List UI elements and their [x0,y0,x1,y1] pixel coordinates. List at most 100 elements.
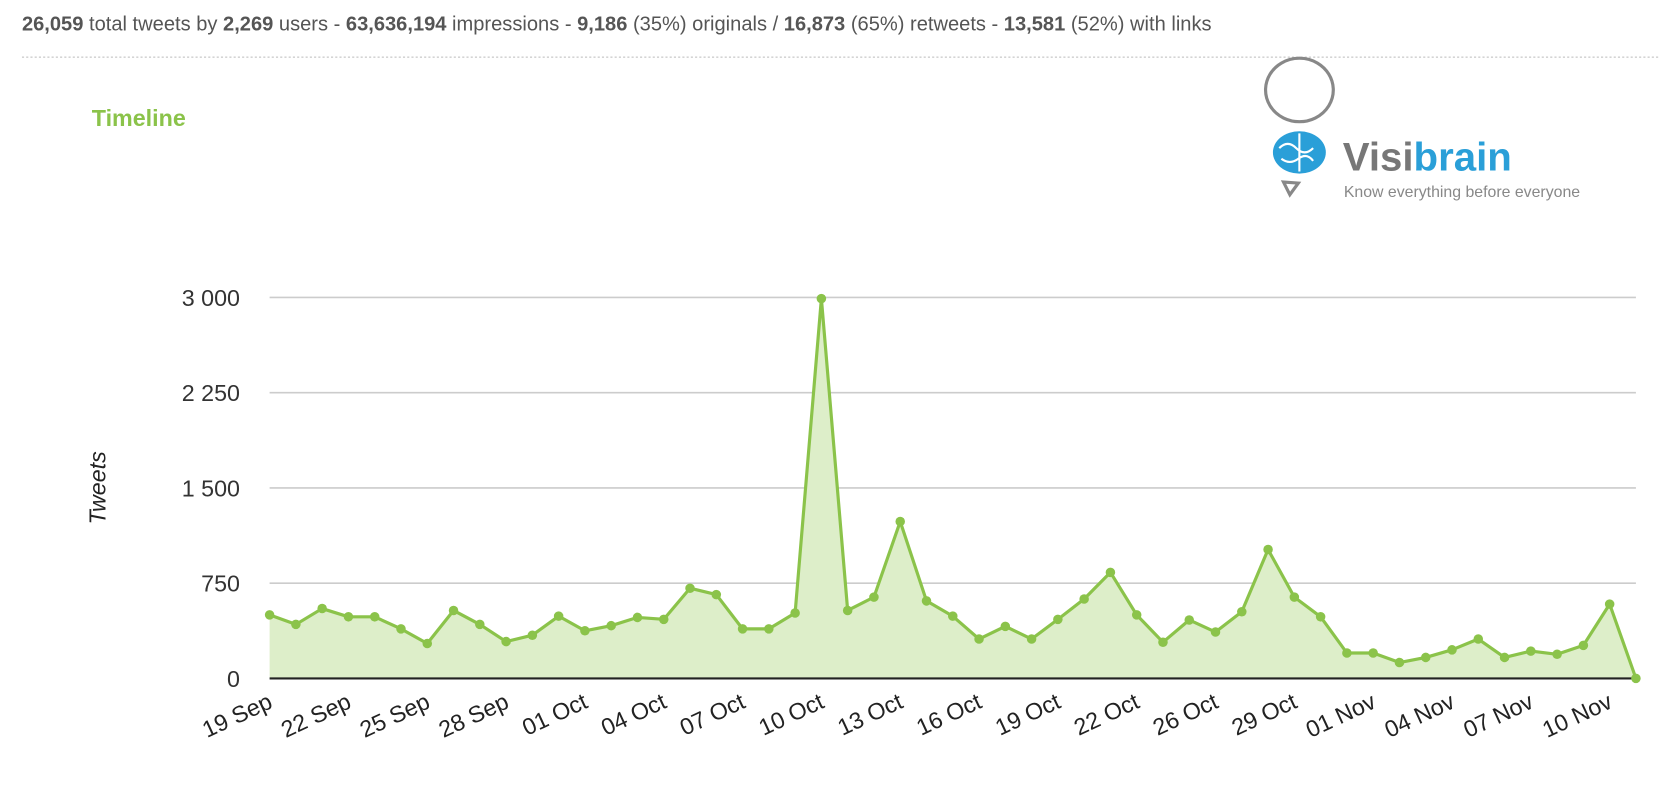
point [1289,592,1300,602]
point [1053,614,1063,625]
point [1394,657,1405,668]
point [790,608,800,618]
summary-number: 13,581 [1004,14,1065,36]
point [369,612,380,622]
point [1315,612,1326,622]
x-tick-label: 01 Nov [1302,688,1380,743]
point [264,610,275,620]
summary-text: impressions - [446,14,577,36]
summary-text: total tweets by [83,14,223,36]
point [711,589,722,600]
summary-text: (52%) with links [1065,14,1211,36]
x-tick-label: 13 Oct [833,688,907,741]
point [685,583,695,593]
y-axis-label: Tweets [85,451,111,525]
y-tick-label: 3 000 [182,285,240,311]
logo-brain-folds [1278,133,1314,172]
summary-number: 63,636,194 [346,14,447,36]
point [1184,615,1195,625]
x-tick-label: 29 Oct [1228,688,1302,741]
point [553,611,564,621]
x-tick-label: 16 Oct [912,688,986,741]
y-tick-label: 2 250 [182,380,240,406]
point [1131,610,1142,620]
point [1526,646,1536,656]
x-tick-label: 10 Nov [1538,688,1616,743]
point [948,611,958,621]
point [1499,652,1510,663]
summary: 26,059 total tweets by 2,269 users - 63,… [22,14,1212,36]
summary-text: (35%) originals / [627,14,783,36]
summary-text: (65%) retweets - [845,14,1004,36]
x-tick-label: 04 Nov [1381,688,1459,743]
point [1552,649,1562,660]
logo-tail [1280,180,1302,198]
point [1447,645,1457,655]
point [1026,634,1037,644]
x-tick-label: 04 Oct [597,688,671,741]
point [1631,673,1641,684]
logo-name: Visibrain [1343,134,1512,179]
summary-text: users - [273,14,346,36]
point [343,612,354,622]
summary-number: 26,059 [22,14,83,36]
point [842,605,853,616]
plot: 0 750 1 500 2 250 3 000 19 Sep 22 Sep 25 Sep 28 … [182,285,1641,743]
x-tick-label: 22 Sep [277,688,355,743]
x-tick-label: 25 Sep [356,688,434,743]
point [658,614,669,625]
logo-bubble [1263,56,1335,124]
summary-number: 2,269 [223,14,273,36]
x-tick-label: 22 Oct [1070,688,1144,741]
point [1210,627,1221,637]
logo: Visibrain Know everything before everyon… [1263,56,1580,201]
point [1000,621,1011,632]
y-tick-label: 1 500 [182,475,240,501]
x-tick-label: 10 Oct [755,688,829,741]
point [501,636,511,647]
x-tick-label: 19 Sep [198,688,276,743]
point [396,624,406,634]
x-tick-label: 19 Oct [991,688,1065,741]
logo-tagline: Know everything before everyone [1344,184,1580,201]
y-tick-label: 750 [201,571,240,597]
point [974,634,984,644]
point [527,630,538,640]
point [317,603,327,614]
point [1158,637,1168,647]
x-tick-label: 07 Oct [676,688,750,741]
x-tick-label: 26 Oct [1149,688,1223,741]
point [448,605,459,616]
point [1604,599,1615,609]
logo-name-b: brain [1414,134,1512,179]
point [1473,634,1484,644]
point [291,619,301,630]
point [632,612,643,623]
point [475,619,485,630]
point [606,620,616,631]
point [1578,640,1589,651]
x-tick-label: 07 Nov [1459,688,1537,743]
x-tick-label: 01 Oct [518,688,592,741]
chart-title: Timeline [92,105,186,131]
point [1105,567,1116,578]
summary-number: 16,873 [784,14,845,36]
x-tick-label: 28 Sep [435,688,513,743]
point [921,596,932,606]
point [895,516,905,527]
point [580,626,590,636]
summary-number: 9,186 [577,14,627,36]
point [1368,648,1378,658]
point [422,638,433,649]
point [816,293,827,304]
y-tick-label: 0 [227,666,240,692]
point [1420,652,1431,663]
point [1342,648,1352,658]
area [269,298,1636,679]
logo-name-a: Visi [1343,134,1414,179]
point [869,592,879,602]
point [1237,606,1247,617]
point [737,624,748,634]
